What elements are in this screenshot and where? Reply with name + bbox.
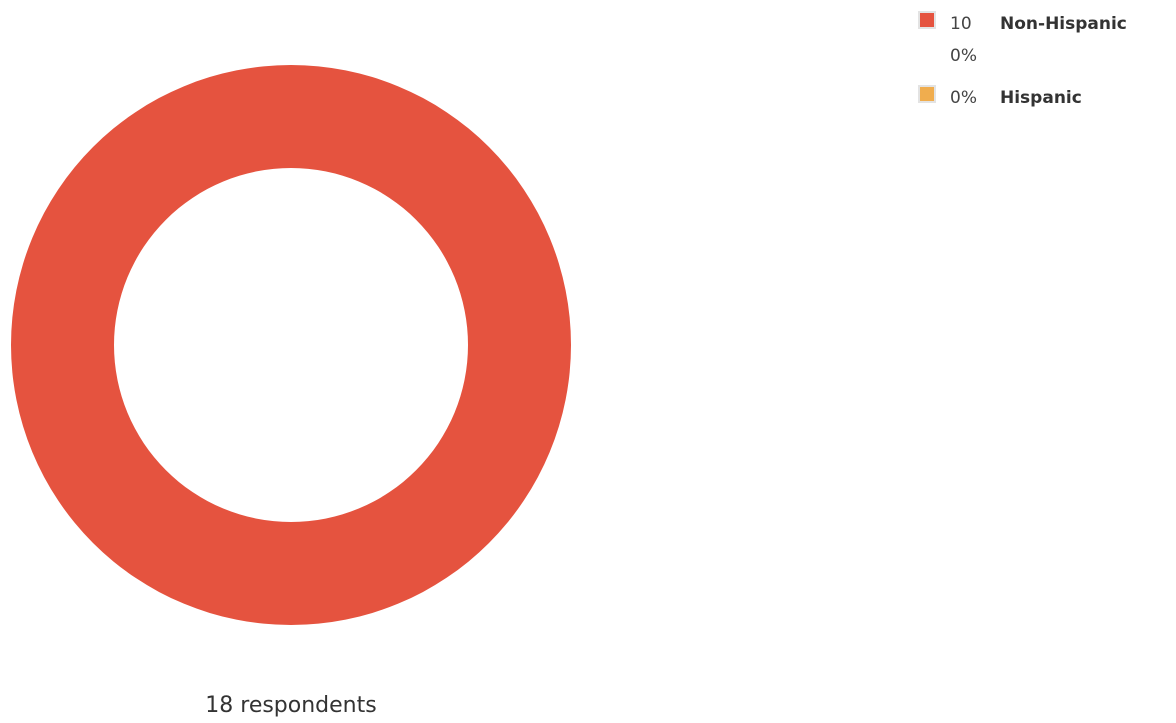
legend-percent-non-hispanic: 100% bbox=[950, 14, 977, 66]
donut-slice-non-hispanic[interactable] bbox=[11, 65, 571, 625]
legend-label-non-hispanic: Non-Hispanic bbox=[1000, 14, 1127, 34]
donut-chart bbox=[0, 0, 600, 700]
legend-percent-hispanic: 0% bbox=[950, 88, 977, 108]
respondent-count: 18 respondents bbox=[205, 693, 377, 718]
donut-svg bbox=[11, 65, 571, 625]
legend-swatch-non-hispanic bbox=[918, 11, 936, 29]
legend-item-non-hispanic[interactable]: 100% Non-Hispanic bbox=[918, 8, 1168, 72]
chart-legend: 100% Non-Hispanic 0% Hispanic bbox=[918, 8, 1168, 124]
legend-item-hispanic[interactable]: 0% Hispanic bbox=[918, 82, 1168, 114]
legend-label-hispanic: Hispanic bbox=[1000, 88, 1082, 108]
legend-swatch-hispanic bbox=[918, 85, 936, 103]
